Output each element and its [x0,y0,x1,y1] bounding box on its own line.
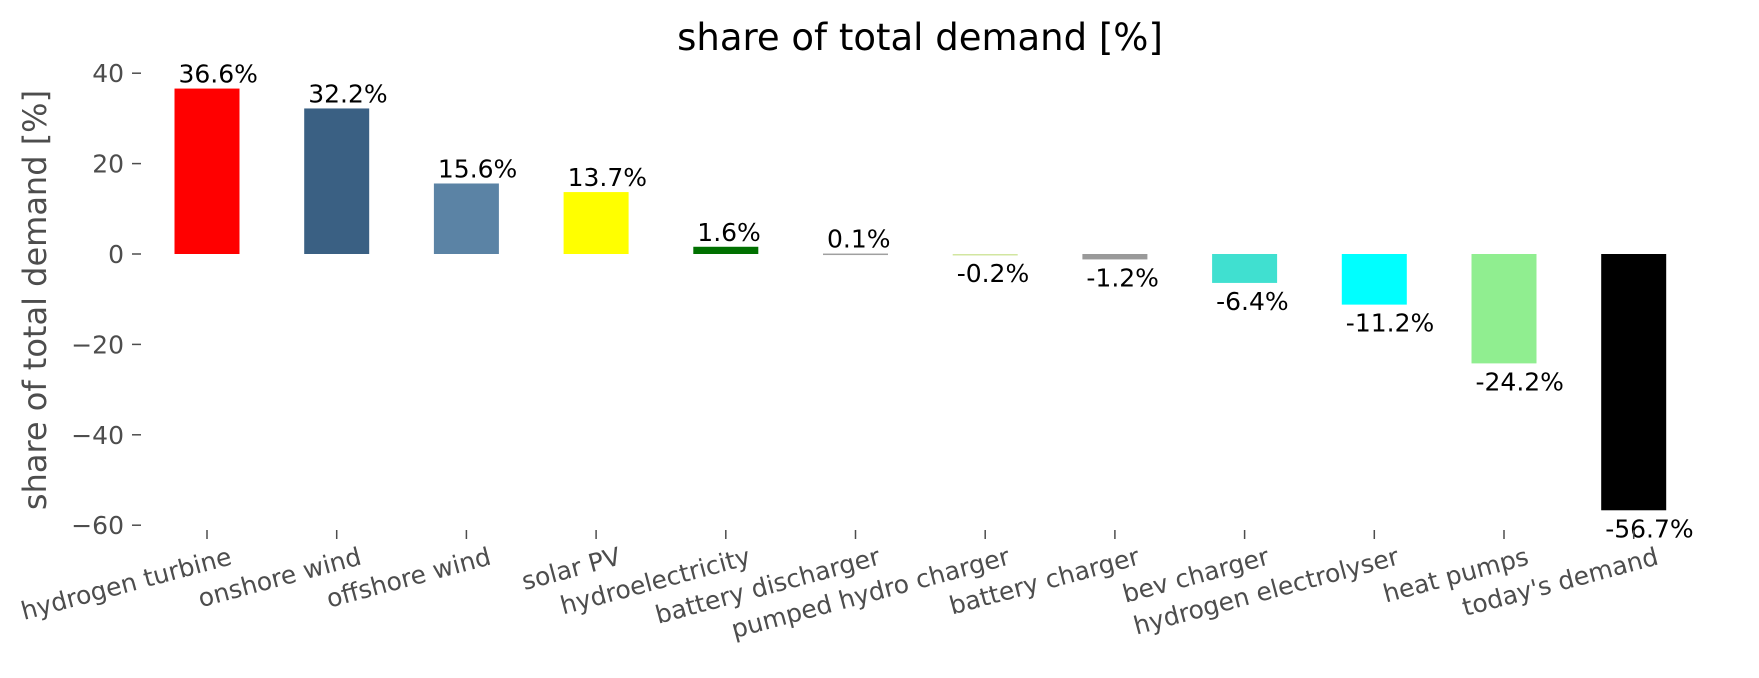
bar [174,88,240,255]
y-axis: 40 20 0 −20 −40 −60 [71,59,141,540]
y-tick-label: 20 [92,150,124,179]
y-tick-label: 40 [92,59,124,88]
data-label: -56.7% [1605,514,1693,543]
chart-title: share of total demand [%] [677,16,1163,59]
bar [304,108,370,255]
data-labels: 36.6% 32.2% 15.6% 13.7% 1.6% 0.1% -0.2% -1.2% -6… [179,60,1694,544]
y-tick-label: −40 [71,421,124,450]
bar [1601,254,1667,511]
bar [1212,254,1278,283]
y-tick-label: −60 [71,511,124,540]
bar [563,192,629,254]
data-label: 0.1% [827,225,891,254]
data-label: 36.6% [179,60,258,89]
data-label: 15.6% [438,154,517,183]
y-axis-label: share of total demand [%] [16,90,54,510]
data-label: -24.2% [1476,367,1564,396]
bar [1471,254,1537,364]
bar [823,253,888,256]
data-label: 32.2% [308,79,387,108]
data-label: -1.2% [1086,263,1159,292]
y-tick-label: −20 [71,330,124,359]
data-label: -0.2% [957,259,1030,288]
bar [1082,254,1148,260]
bar [952,254,1018,256]
bar [1341,254,1407,305]
data-label: -11.2% [1346,309,1434,338]
data-label: -6.4% [1216,287,1289,316]
data-label: 1.6% [697,218,761,247]
data-label: 13.7% [568,163,647,192]
y-tick-label: 0 [108,240,124,269]
bar [433,183,499,254]
bar [693,246,759,254]
bars [174,88,1667,511]
